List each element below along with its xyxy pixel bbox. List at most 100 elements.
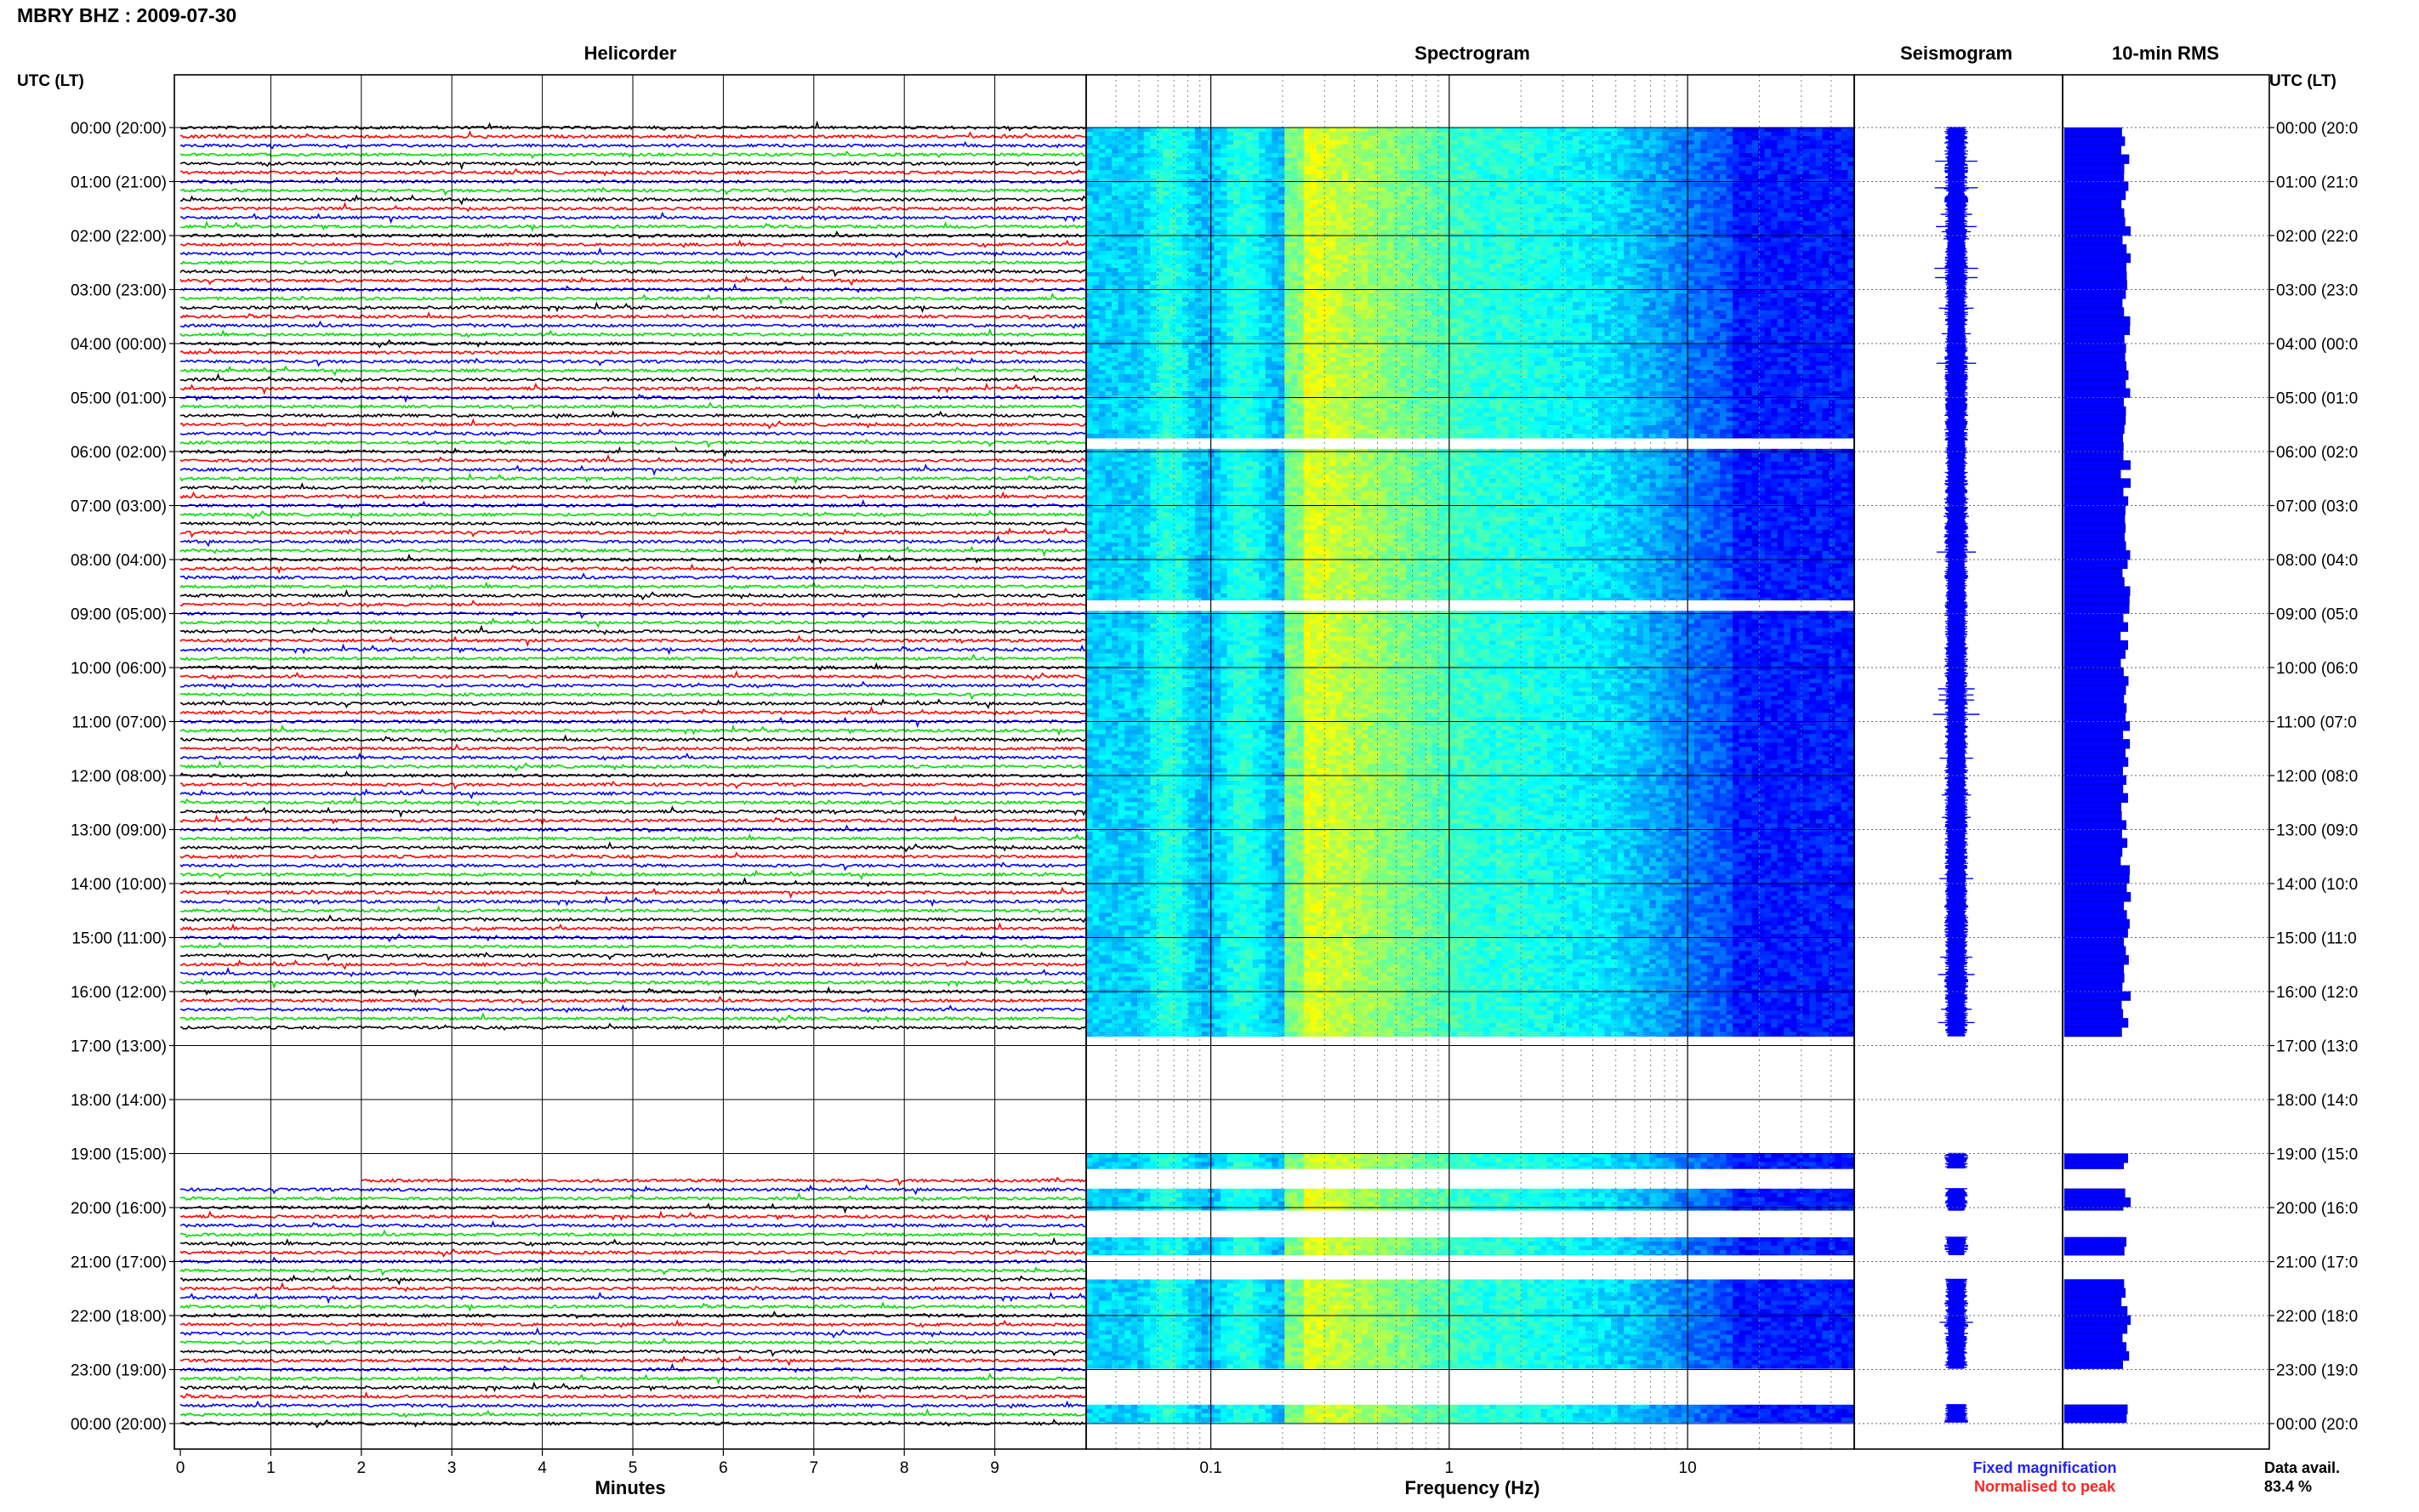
spectrogram-cell <box>1707 200 1714 204</box>
spectrogram-cell <box>1688 217 1694 221</box>
spectrogram-cell <box>1451 136 1458 140</box>
trace-gap <box>282 605 293 612</box>
spectrogram-cell <box>1528 170 1534 174</box>
spectrogram-cell <box>1700 221 1707 225</box>
spectrogram-cell <box>1137 242 1144 247</box>
spectrogram-cell <box>1336 268 1343 272</box>
spectrogram-cell <box>1355 208 1362 213</box>
spectrogram-cell <box>1124 264 1131 268</box>
spectrogram-cell <box>1733 213 1739 217</box>
spectrogram-cell <box>1144 179 1151 183</box>
spectrogram-cell <box>1522 238 1528 242</box>
spectrogram-cell <box>1618 225 1625 230</box>
spectrogram-cell <box>1163 217 1170 221</box>
spectrogram-cell <box>1253 128 1260 132</box>
spectrogram-cell <box>1438 174 1445 179</box>
spectrogram-cell <box>1547 187 1554 191</box>
spectrogram-cell <box>1323 196 1329 200</box>
spectrogram-cell <box>1585 217 1592 221</box>
spectrogram-cell <box>1400 179 1407 183</box>
spectrogram-cell <box>1534 140 1541 145</box>
spectrogram-cell <box>1662 234 1669 238</box>
spectrogram-cell <box>1284 140 1291 145</box>
spectrogram-cell <box>1458 140 1465 145</box>
spectrogram-cell <box>1803 149 1810 153</box>
spectrogram-cell <box>1144 251 1151 255</box>
spectrogram-cell <box>1393 145 1400 149</box>
spectrogram-cell <box>1534 183 1541 187</box>
spectrogram-cell <box>1215 217 1221 221</box>
spectrogram-cell <box>1477 196 1483 200</box>
spectrogram-cell <box>1144 174 1151 179</box>
spectrogram-cell <box>1380 136 1387 140</box>
spectrogram-cell <box>1291 136 1298 140</box>
spectrogram-cell <box>1112 204 1118 208</box>
spectrogram-cell <box>1636 234 1643 238</box>
spectrogram-cell <box>1215 157 1221 162</box>
spectrogram-cell <box>1253 208 1260 213</box>
spectrogram-cell <box>1380 264 1387 268</box>
spectrogram-cell <box>1796 208 1803 213</box>
spectrogram-cell <box>1765 191 1772 196</box>
spectrogram-cell <box>1841 213 1848 217</box>
spectrogram-cell <box>1720 153 1727 157</box>
spectrogram-cell <box>1233 166 1240 170</box>
spectrogram-cell <box>1170 179 1176 183</box>
spectrogram-cell <box>1835 196 1841 200</box>
spectrogram-cell <box>1297 234 1304 238</box>
spectrogram-cell <box>1509 200 1516 204</box>
spectrogram-cell <box>1221 132 1227 136</box>
spectrogram-cell <box>1694 187 1701 191</box>
spectrogram-cell <box>1099 234 1106 238</box>
spectrogram-cell <box>1803 221 1810 225</box>
spectrogram-cell <box>1438 247 1445 251</box>
spectrogram-cell <box>1618 136 1625 140</box>
spectrogram-cell <box>1144 221 1151 225</box>
spectrogram-cell <box>1451 225 1458 230</box>
spectrogram-cell <box>1202 225 1209 230</box>
spectrogram-cell <box>1471 225 1477 230</box>
spectrogram-cell <box>1362 200 1369 204</box>
spectrogram-cell <box>1221 162 1227 166</box>
spectrogram-cell <box>1118 200 1125 204</box>
spectrogram-cell <box>1618 132 1625 136</box>
spectrogram-cell <box>1202 140 1209 145</box>
spectrogram-cell <box>1522 149 1528 153</box>
spectrogram-cell <box>1752 208 1759 213</box>
spectrogram-cell <box>1611 149 1618 153</box>
spectrogram-cell <box>1284 217 1291 221</box>
spectrogram-cell <box>1707 132 1714 136</box>
spectrogram-cell <box>1745 187 1752 191</box>
spectrogram-cell <box>1419 128 1426 132</box>
spectrogram-cell <box>1215 247 1221 251</box>
spectrogram-cell <box>1579 238 1585 242</box>
spectrogram-cell <box>1272 268 1278 272</box>
spectrogram-cell <box>1477 200 1483 204</box>
spectrogram-cell <box>1522 221 1528 225</box>
spectrogram-cell <box>1796 157 1803 162</box>
spectrogram-cell <box>1323 208 1329 213</box>
spectrogram-cell <box>1579 242 1585 247</box>
spectrogram-cell <box>1618 187 1625 191</box>
spectrogram-cell <box>1106 196 1113 200</box>
spectrogram-cell <box>1739 259 1746 264</box>
spectrogram-cell <box>1534 145 1541 149</box>
spectrogram-cell <box>1611 191 1618 196</box>
spectrogram-cell <box>1809 234 1816 238</box>
spectrogram-cell <box>1124 221 1131 225</box>
spectrogram-cell <box>1841 157 1848 162</box>
spectrogram-cell <box>1259 242 1266 247</box>
spectrogram-cell <box>1124 259 1131 264</box>
spectrogram-cell <box>1553 162 1560 166</box>
spectrogram-cell <box>1618 170 1625 174</box>
spectrogram-cell <box>1266 196 1272 200</box>
spectrogram-cell <box>1496 247 1503 251</box>
spectrogram-cell <box>1195 183 1202 187</box>
spectrogram-cell <box>1752 221 1759 225</box>
spectrogram-cell <box>1118 132 1125 136</box>
spectrogram-cell <box>1784 174 1790 179</box>
spectrogram-cell <box>1284 230 1291 234</box>
spectrogram-cell <box>1291 149 1298 153</box>
spectrogram-cell <box>1720 145 1727 149</box>
spectrogram-cell <box>1253 166 1260 170</box>
